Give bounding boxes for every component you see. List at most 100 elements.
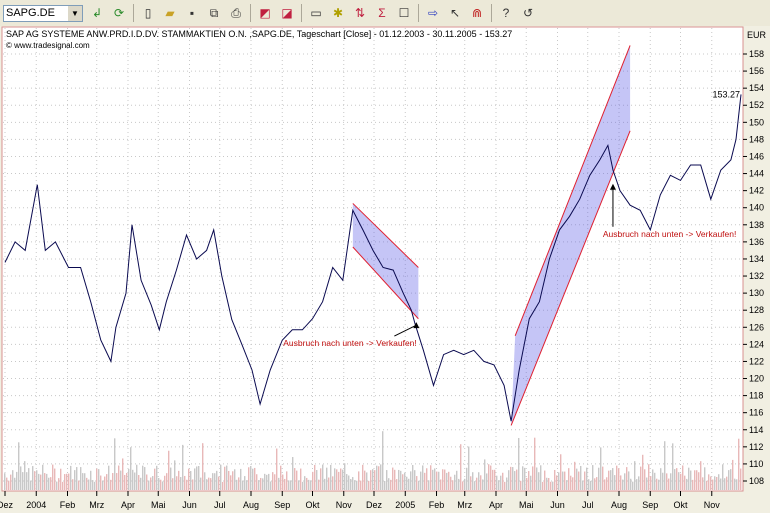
volume-bar (484, 459, 486, 490)
volume-bar (304, 476, 306, 490)
print-icon[interactable]: ⎙ (231, 6, 241, 20)
symbol-select[interactable]: SAPG.DE ▼ (3, 4, 83, 22)
volume-bar (482, 479, 484, 490)
volume-bar (496, 475, 498, 490)
volume-bar (154, 468, 156, 490)
volume-bar (650, 476, 652, 490)
volume-bar (88, 479, 90, 490)
volume-bar (330, 464, 332, 490)
volume-bar (690, 470, 692, 490)
volume-bar (656, 478, 658, 490)
volume-bar (282, 474, 284, 490)
volume-bar (728, 470, 730, 490)
chevron-down-icon[interactable]: ▼ (68, 5, 82, 21)
indicator-icon[interactable]: ✱ (332, 6, 344, 20)
volume-bar (412, 464, 414, 490)
volume-bar (402, 474, 404, 490)
refresh-icon[interactable]: ⟳ (113, 6, 125, 20)
volume-bar (230, 475, 232, 490)
volume-bar (376, 465, 378, 490)
volume-bar (556, 475, 558, 490)
volume-bar (94, 481, 96, 490)
chart-forward-icon[interactable]: ◪ (281, 6, 293, 20)
volume-bar (252, 468, 254, 490)
volume-bar (598, 467, 600, 490)
open-icon[interactable]: ▰ (165, 6, 175, 20)
volume-bar (654, 472, 656, 490)
volume-bar (46, 473, 48, 490)
volume-bar (268, 473, 270, 490)
volume-bar (322, 464, 324, 490)
y-tick-label: 142 (749, 186, 764, 196)
volume-bar (276, 448, 278, 490)
volume-bar (602, 466, 604, 490)
volume-bar (684, 475, 686, 490)
volume-bar (534, 437, 536, 490)
x-tick-label: Feb (60, 500, 76, 510)
volume-bar (626, 467, 628, 490)
arrow-right-icon[interactable]: ⇨ (427, 6, 439, 20)
x-tick-label: Sep (642, 500, 658, 510)
volume-bar (174, 460, 176, 490)
x-tick-label: Okt (305, 500, 320, 510)
volume-bar (354, 480, 356, 490)
volume-bar (292, 457, 294, 490)
volume-bar (218, 476, 220, 490)
volume-bar (242, 480, 244, 490)
properties-icon[interactable]: ☐ (398, 6, 410, 20)
magnet-icon[interactable]: ⋒ (471, 6, 483, 20)
window-icon[interactable]: ▭ (310, 6, 322, 20)
x-tick-label: Mrz (457, 500, 472, 510)
volume-bar (126, 472, 128, 490)
x-tick-label: Apr (489, 500, 503, 510)
volume-bar (550, 481, 552, 490)
volume-bar (468, 446, 470, 490)
volume-bar (610, 470, 612, 490)
volume-bar (350, 479, 352, 490)
cursor-icon[interactable]: ↖ (449, 6, 461, 20)
save-icon[interactable]: ▪ (189, 6, 195, 20)
y-tick-label: 130 (749, 288, 764, 298)
volume-bar (346, 474, 348, 490)
volume-bar (18, 442, 20, 490)
volume-bar (362, 464, 364, 490)
volume-bar (314, 464, 316, 490)
volume-bar (130, 447, 132, 490)
volume-bar (110, 479, 112, 490)
copy-icon[interactable]: ⧉ (209, 6, 219, 20)
sigma-icon[interactable]: Σ (378, 6, 386, 20)
volume-bar (146, 474, 148, 490)
volume-bar (190, 471, 192, 490)
chart-back-icon[interactable]: ◩ (259, 6, 271, 20)
volume-bar (30, 480, 32, 490)
apply-icon[interactable]: ↲ (91, 6, 103, 20)
volume-bar (708, 474, 710, 490)
undo-icon[interactable]: ↺ (522, 6, 534, 20)
volume-bar (260, 477, 262, 490)
volume-bar (202, 443, 204, 490)
y-tick-label: 136 (749, 237, 764, 247)
volume-bar (320, 468, 322, 490)
x-tick-label: Sep (274, 500, 290, 510)
volume-bar (542, 481, 544, 490)
volume-bar (312, 471, 314, 490)
volume-bar (414, 470, 416, 490)
volume-bar (196, 466, 198, 490)
volume-bar (272, 472, 274, 490)
price-line (4, 94, 742, 422)
help-icon[interactable]: ? (502, 6, 510, 20)
volume-bar (258, 480, 260, 490)
volume-bar (504, 481, 506, 490)
volume-bar (536, 467, 538, 490)
strategy-icon[interactable]: ⇅ (354, 6, 366, 20)
volume-bar (698, 472, 700, 490)
volume-bar (92, 480, 94, 490)
volume-bar (384, 480, 386, 490)
volume-bar (348, 475, 350, 490)
x-tick-label: Apr (121, 500, 135, 510)
volume-bar (286, 471, 288, 490)
volume-bar (370, 470, 372, 490)
volume-bar (186, 479, 188, 490)
new-icon[interactable]: ▯ (144, 6, 152, 20)
